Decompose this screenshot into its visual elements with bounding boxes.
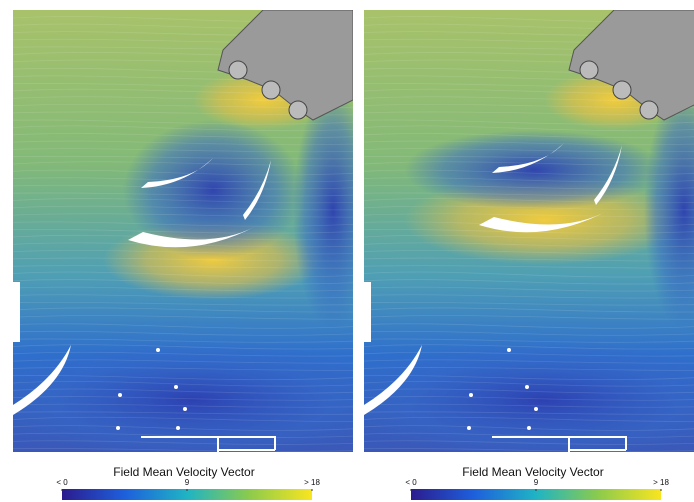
vehicle-wheel: [580, 61, 598, 79]
colorbar-tick-label: 9: [534, 478, 539, 487]
probe-point: [183, 407, 187, 411]
probe-point: [174, 385, 178, 389]
vehicle-wheel: [289, 101, 307, 119]
figure-canvas: Field Mean Velocity Vector < 0 9 > 18 Field …: [0, 0, 694, 502]
vehicle-wheel: [613, 81, 631, 99]
colorbar-title: Field Mean Velocity Vector: [113, 465, 254, 479]
probe-point: [118, 393, 122, 397]
probe-point: [527, 426, 531, 430]
probe-point: [469, 393, 473, 397]
inlet-block: [8, 282, 20, 342]
vehicle-wheel: [262, 81, 280, 99]
probe-point: [507, 348, 511, 352]
low-velocity-region: [404, 130, 664, 210]
colorbar-tick-label: 9: [185, 478, 190, 487]
flow-field: [0, 10, 393, 460]
colorbar-title: Field Mean Velocity Vector: [462, 465, 603, 479]
probe-point: [176, 426, 180, 430]
colorbar-tick-label: > 18: [653, 478, 669, 487]
probe-point: [534, 407, 538, 411]
vehicle-wheel: [229, 61, 247, 79]
colorbar-tick-label: > 18: [304, 478, 320, 487]
vehicle-wheel: [640, 101, 658, 119]
colorbar-tick-label: < 0: [56, 478, 68, 487]
probe-point: [467, 426, 471, 430]
probe-point: [156, 348, 160, 352]
colorbar-tick-label: < 0: [405, 478, 417, 487]
probe-point: [116, 426, 120, 430]
probe-point: [525, 385, 529, 389]
flow-field: [344, 10, 694, 460]
inlet-block: [359, 282, 371, 342]
figure: Field Mean Velocity Vector < 0 9 > 18 Field …: [0, 0, 694, 502]
